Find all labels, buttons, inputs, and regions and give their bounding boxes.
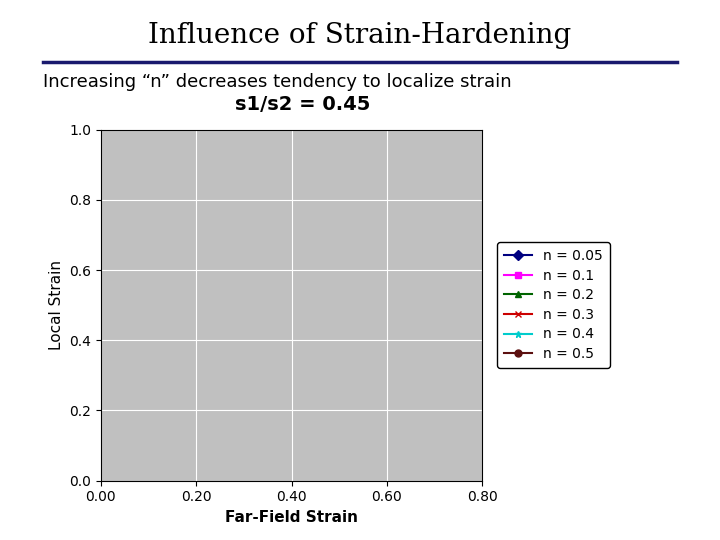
Text: Increasing “n” decreases tendency to localize strain: Increasing “n” decreases tendency to loc… (43, 73, 512, 91)
Text: s1/s2 = 0.45: s1/s2 = 0.45 (235, 94, 370, 113)
Legend: n = 0.05, n = 0.1, n = 0.2, n = 0.3, n = 0.4, n = 0.5: n = 0.05, n = 0.1, n = 0.2, n = 0.3, n =… (497, 242, 610, 368)
Y-axis label: Local Strain: Local Strain (48, 260, 63, 350)
X-axis label: Far-Field Strain: Far-Field Strain (225, 510, 358, 525)
Text: Influence of Strain-Hardening: Influence of Strain-Hardening (148, 22, 572, 49)
